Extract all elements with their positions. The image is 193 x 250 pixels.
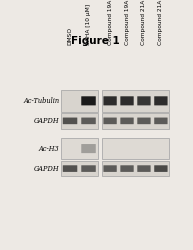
Bar (61, 138, 98, 159)
FancyBboxPatch shape (63, 118, 77, 124)
Text: GAPDH: GAPDH (34, 117, 59, 125)
FancyBboxPatch shape (120, 165, 134, 172)
Bar (61, 161, 98, 176)
Text: Compound 19A [30 μM]]: Compound 19A [30 μM]] (124, 0, 130, 46)
FancyBboxPatch shape (81, 165, 96, 172)
Text: Ac-Tubulin: Ac-Tubulin (23, 97, 59, 105)
Text: Compound 19A [10 μM]: Compound 19A [10 μM] (108, 0, 113, 46)
FancyBboxPatch shape (137, 118, 151, 124)
Text: Compound 21A [10 μM]]: Compound 21A [10 μM]] (141, 0, 146, 46)
Text: GAPDH: GAPDH (34, 164, 59, 172)
FancyBboxPatch shape (103, 118, 117, 124)
FancyBboxPatch shape (81, 144, 96, 153)
Bar (102, 161, 169, 176)
FancyBboxPatch shape (63, 165, 77, 172)
Bar (61, 90, 98, 112)
Text: Ac-H3: Ac-H3 (39, 144, 59, 152)
FancyBboxPatch shape (137, 165, 151, 172)
FancyBboxPatch shape (154, 118, 168, 124)
Text: SAHA [10 μM]: SAHA [10 μM] (86, 4, 91, 45)
Bar (102, 138, 169, 159)
FancyBboxPatch shape (103, 96, 117, 106)
Bar (102, 90, 169, 112)
FancyBboxPatch shape (137, 96, 151, 106)
FancyBboxPatch shape (154, 96, 168, 106)
Bar (61, 113, 98, 128)
FancyBboxPatch shape (120, 118, 134, 124)
FancyBboxPatch shape (120, 96, 134, 106)
FancyBboxPatch shape (103, 165, 117, 172)
Text: Figure 1: Figure 1 (71, 36, 119, 46)
Bar (102, 113, 169, 128)
FancyBboxPatch shape (81, 118, 96, 124)
Text: Compound 21A [30 μM]]: Compound 21A [30 μM]] (158, 0, 163, 46)
Text: DMSO: DMSO (68, 28, 73, 46)
FancyBboxPatch shape (81, 96, 96, 106)
FancyBboxPatch shape (154, 165, 168, 172)
